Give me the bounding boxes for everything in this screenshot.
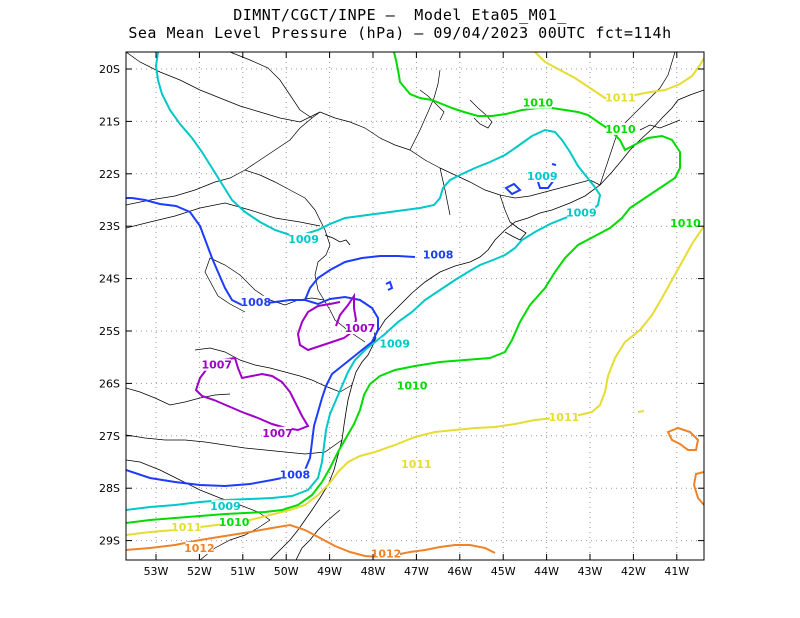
lat-tick-label: 24S bbox=[99, 273, 120, 286]
lon-tick-label: 45W bbox=[491, 565, 516, 578]
lat-tick-label: 20S bbox=[99, 63, 120, 76]
axis-ticks: 53W 52W 51W 50W 49W 48W 47W 46W 45W 44W 43W 42W 41W 2… bbox=[99, 52, 704, 578]
contour-label: 1010 bbox=[219, 516, 250, 529]
contour-label: 1007 bbox=[201, 359, 232, 372]
contour-label-bg bbox=[549, 411, 578, 424]
state-borders bbox=[126, 52, 681, 560]
contour-label-bg bbox=[380, 337, 409, 350]
contour-label-bg bbox=[202, 358, 231, 371]
contour-label: 1011 bbox=[549, 411, 580, 424]
contour-label-bg bbox=[567, 206, 596, 219]
contour-label-bg bbox=[211, 500, 240, 513]
contour-label: 1007 bbox=[345, 322, 376, 335]
contour-label-bg bbox=[372, 547, 401, 560]
isobar-1012 bbox=[692, 471, 704, 506]
contour-label: 1010 bbox=[605, 123, 636, 136]
contour-labels: 1010 1011 1010 1009 1009 1010 1009 1008 1008 1007… bbox=[171, 91, 701, 560]
contour-label-bg bbox=[523, 96, 552, 109]
contour-label: 1010 bbox=[523, 97, 554, 110]
contour-label: 1010 bbox=[670, 217, 701, 230]
lon-tick-label: 42W bbox=[621, 565, 646, 578]
contour-label: 1009 bbox=[527, 170, 558, 183]
contour-label-bg bbox=[185, 542, 214, 555]
lon-tick-label: 49W bbox=[317, 565, 342, 578]
contour-label: 1009 bbox=[379, 338, 410, 351]
lon-tick-label: 50W bbox=[274, 565, 299, 578]
lat-tick-label: 26S bbox=[99, 377, 120, 390]
contour-label-bg bbox=[263, 426, 292, 439]
contour-label: 1012 bbox=[184, 542, 215, 555]
contour-label: 1011 bbox=[401, 458, 432, 471]
lat-tick-label: 27S bbox=[99, 430, 120, 443]
lon-tick-label: 44W bbox=[534, 565, 559, 578]
lon-tick-label: 46W bbox=[447, 565, 472, 578]
contour-label: 1011 bbox=[171, 521, 202, 534]
lat-tick-label: 23S bbox=[99, 220, 120, 233]
contour-label-bg bbox=[345, 322, 374, 334]
contour-label-bg bbox=[528, 170, 557, 183]
contour-label: 1009 bbox=[566, 207, 597, 220]
chart-title-line2: Sea Mean Level Pressure (hPa) – 09/04/20… bbox=[128, 24, 672, 42]
contour-label: 1008 bbox=[423, 249, 454, 262]
lat-tick-label: 28S bbox=[99, 482, 120, 495]
lon-tick-label: 53W bbox=[144, 565, 169, 578]
contour-label: 1012 bbox=[371, 547, 402, 560]
isobar-1011 bbox=[126, 225, 704, 536]
lon-tick-label: 41W bbox=[664, 565, 689, 578]
lat-tick-label: 25S bbox=[99, 325, 120, 338]
lat-tick-label: 21S bbox=[99, 115, 120, 128]
contour-label-bg bbox=[280, 468, 309, 481]
contour-label-bg bbox=[606, 91, 635, 104]
isobar-1007 bbox=[296, 292, 358, 352]
contour-label-bg bbox=[671, 217, 700, 230]
contour-label-bg bbox=[398, 379, 427, 392]
chart-title-line1: DIMNT/CGCT/INPE – Model Eta05_M01_ bbox=[233, 6, 567, 24]
lat-tick-label: 22S bbox=[99, 168, 120, 181]
isobar-1008 bbox=[126, 197, 379, 488]
coastline bbox=[269, 89, 704, 560]
lon-tick-label: 52W bbox=[187, 565, 212, 578]
contour-label: 1009 bbox=[288, 233, 319, 246]
lon-tick-label: 51W bbox=[230, 565, 255, 578]
contour-label: 1010 bbox=[397, 380, 428, 393]
isobar-1008 bbox=[304, 255, 416, 301]
contour-label-bg bbox=[606, 122, 635, 135]
isobar-1012 bbox=[126, 523, 496, 559]
lat-tick-label: 29S bbox=[99, 535, 120, 548]
isobar-1008 bbox=[551, 163, 557, 166]
isobar-1011 bbox=[637, 410, 645, 413]
isobar-1008 bbox=[385, 280, 394, 291]
isobar-1008 bbox=[504, 182, 522, 196]
contour-label-bg bbox=[402, 458, 431, 471]
isobar-1009 bbox=[126, 52, 602, 511]
lon-tick-label: 47W bbox=[404, 565, 429, 578]
isobar-1012 bbox=[666, 426, 700, 451]
contour-label-bg bbox=[172, 521, 201, 534]
contour-label: 1007 bbox=[262, 427, 293, 440]
contour-label: 1011 bbox=[605, 91, 636, 104]
contour-label-bg bbox=[220, 515, 249, 528]
contour-label: 1008 bbox=[280, 469, 311, 482]
contour-label-bg bbox=[424, 248, 453, 261]
lon-tick-label: 43W bbox=[578, 565, 603, 578]
contour-label: 1009 bbox=[210, 500, 241, 513]
lon-tick-label: 48W bbox=[361, 565, 386, 578]
plot-frame bbox=[125, 51, 705, 561]
contour-label: 1008 bbox=[241, 296, 272, 309]
contour-label-bg bbox=[241, 295, 270, 308]
isobar-1010 bbox=[126, 52, 681, 524]
isobar-1007 bbox=[194, 356, 310, 432]
contour-label-bg bbox=[289, 232, 318, 245]
